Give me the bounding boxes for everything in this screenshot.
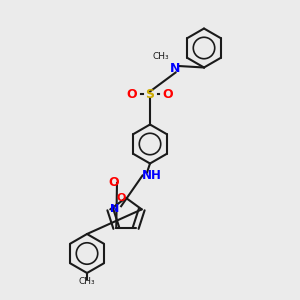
Text: O: O [117, 193, 126, 203]
Text: O: O [127, 88, 137, 101]
Text: N: N [110, 204, 119, 214]
Text: N: N [170, 62, 181, 76]
Text: S: S [146, 88, 154, 101]
Text: CH₃: CH₃ [152, 52, 169, 62]
Text: O: O [109, 176, 119, 190]
Text: NH: NH [142, 169, 161, 182]
Text: CH₃: CH₃ [79, 278, 95, 286]
Text: O: O [163, 88, 173, 101]
